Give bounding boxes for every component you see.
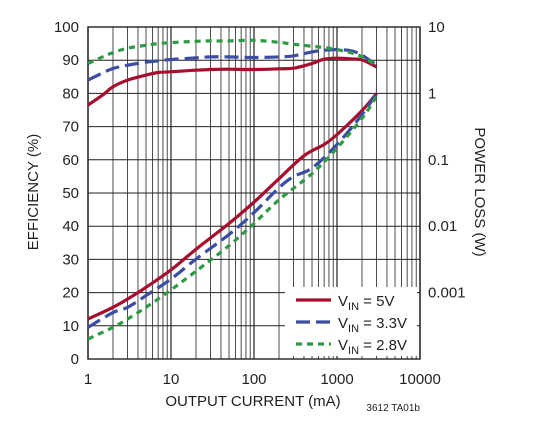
y-axis-title: EFFICIENCY (%) bbox=[25, 134, 42, 250]
x-tick-label: 10 bbox=[163, 371, 180, 388]
series-line-efficiency bbox=[87, 56, 378, 107]
x-tick-label: 100 bbox=[241, 371, 266, 388]
y2-axis-title: POWER LOSS (W) bbox=[471, 127, 488, 256]
series-line-power_loss bbox=[87, 92, 378, 321]
y-tick-label: 40 bbox=[62, 218, 79, 235]
x-axis-title: OUTPUT CURRENT (mA) bbox=[165, 393, 340, 410]
plot-curves bbox=[87, 38, 378, 341]
y2-tick-label: 0.1 bbox=[428, 152, 449, 169]
x-tick-label: 1000 bbox=[320, 371, 353, 388]
y-tick-label: 90 bbox=[62, 52, 79, 69]
y2-tick-label: 0.001 bbox=[428, 285, 466, 302]
y-tick-label: 30 bbox=[62, 251, 79, 268]
y-tick-label: 70 bbox=[62, 119, 79, 136]
series-line-efficiency bbox=[87, 47, 378, 82]
y-tick-label: 20 bbox=[62, 285, 79, 302]
y2-tick-label: 1 bbox=[428, 85, 436, 102]
y2-tick-label: 0.01 bbox=[428, 218, 457, 235]
y-tick-label: 100 bbox=[54, 19, 79, 36]
series-line-power_loss bbox=[87, 92, 378, 329]
legend-label: VIN = 5V bbox=[338, 293, 394, 313]
figure-reference: 3612 TA01b bbox=[366, 403, 420, 414]
legend-label: VIN = 2.8V bbox=[338, 337, 407, 357]
plot-frame bbox=[87, 26, 421, 360]
series-line-power_loss bbox=[87, 95, 378, 341]
x-tick-label: 10000 bbox=[399, 371, 441, 388]
y-tick-label: 10 bbox=[62, 318, 79, 335]
y-tick-label: 50 bbox=[62, 185, 79, 202]
y-tick-label: 80 bbox=[62, 85, 79, 102]
y2-tick-label: 10 bbox=[428, 19, 445, 36]
legend-label: VIN = 3.3V bbox=[338, 315, 407, 335]
y-tick-label: 0 bbox=[71, 351, 79, 368]
x-tick-label: 1 bbox=[84, 371, 92, 388]
series-line-efficiency bbox=[87, 38, 378, 67]
y-tick-label: 60 bbox=[62, 152, 79, 169]
